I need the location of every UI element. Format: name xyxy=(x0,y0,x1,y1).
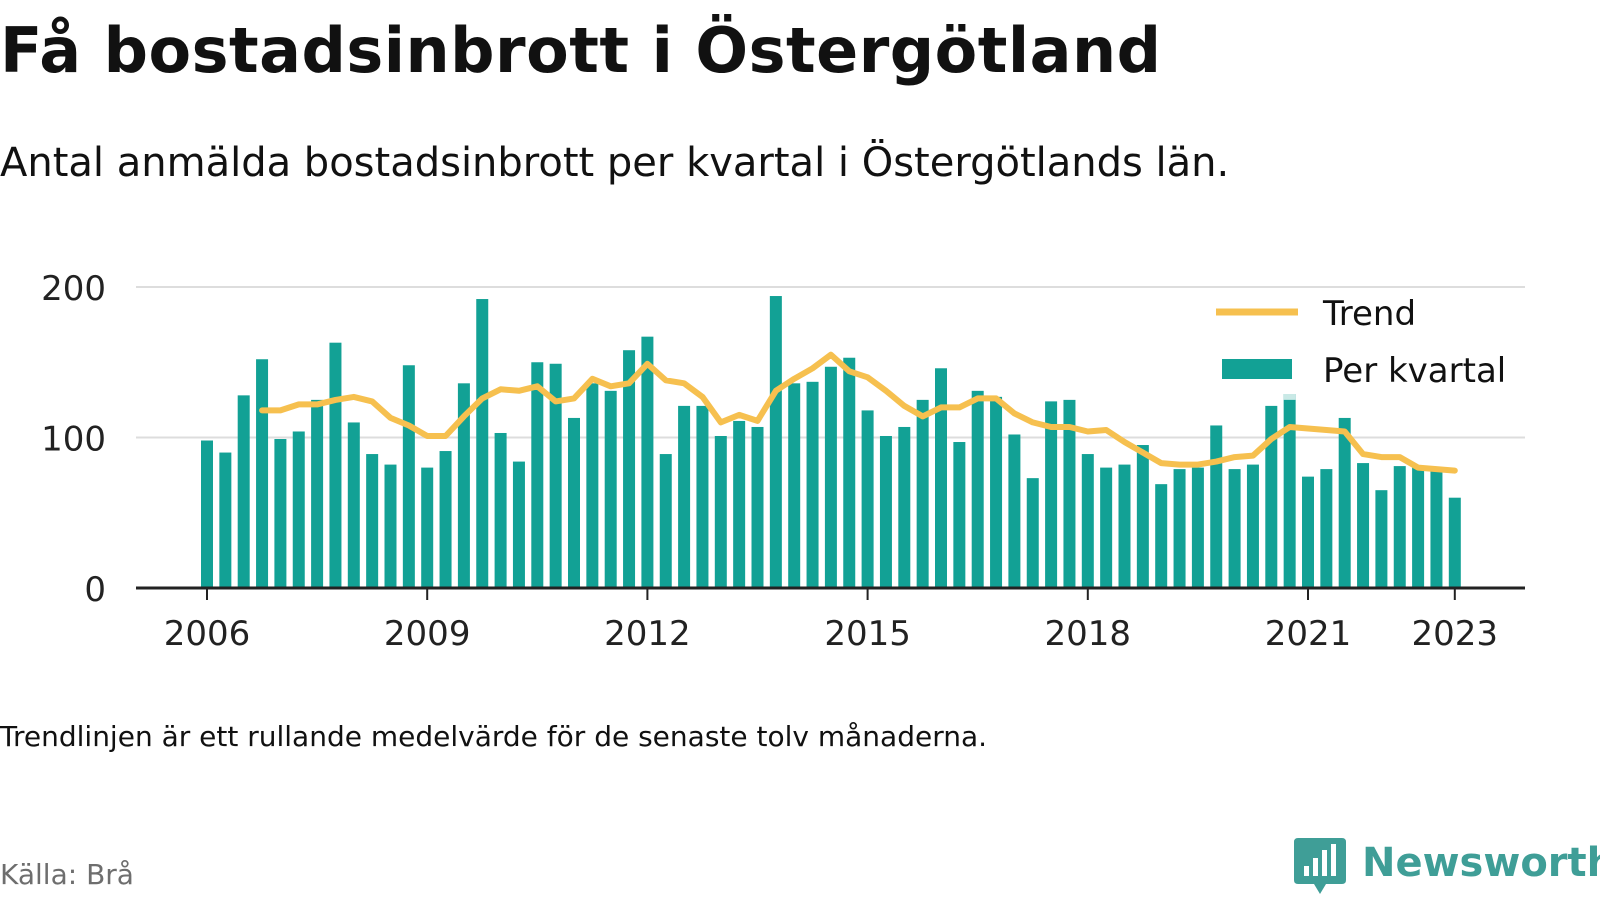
bar xyxy=(256,359,269,588)
x-tick-label: 2012 xyxy=(604,614,691,654)
bar xyxy=(898,426,911,588)
bar-series-per-kvartal xyxy=(201,296,1461,588)
bar xyxy=(769,296,782,588)
bar xyxy=(714,435,727,588)
bar xyxy=(1412,466,1425,588)
y-tick-label: 200 xyxy=(41,269,106,309)
bar xyxy=(586,383,599,588)
bar xyxy=(568,417,580,588)
bar xyxy=(549,363,562,588)
bar xyxy=(1191,467,1204,588)
bar xyxy=(1210,425,1223,588)
legend: Trend Per kvartal xyxy=(1196,290,1530,394)
x-tick-label: 2018 xyxy=(1045,614,1132,654)
bar xyxy=(1283,372,1296,588)
bar xyxy=(971,390,984,588)
bar xyxy=(843,357,856,588)
bar xyxy=(1448,497,1461,588)
bar xyxy=(1026,478,1039,588)
bar xyxy=(201,440,213,588)
bar xyxy=(1357,463,1370,588)
bar xyxy=(457,383,470,588)
bar xyxy=(1008,434,1021,588)
trend-line xyxy=(259,351,1458,474)
x-tick-label: 2015 xyxy=(824,614,911,654)
bar xyxy=(1155,484,1168,588)
y-tick-label: 100 xyxy=(41,420,106,460)
footnote: Trendlinjen är ett rullande medelvärde f… xyxy=(0,720,988,753)
bar xyxy=(1045,401,1058,588)
bar xyxy=(861,410,874,588)
bar xyxy=(512,461,525,588)
bar xyxy=(678,405,691,588)
x-tick-label: 2009 xyxy=(384,614,471,654)
bar xyxy=(366,454,379,588)
bar xyxy=(476,299,489,588)
x-tick-label: 2023 xyxy=(1412,614,1499,654)
bar xyxy=(1430,469,1443,588)
bar xyxy=(1338,417,1351,588)
brand-name: Newsworthy xyxy=(1362,840,1600,886)
bar xyxy=(788,383,801,588)
chart-subtitle: Antal anmälda bostadsinbrott per kvartal… xyxy=(0,140,1230,186)
newsworthy-logo-icon xyxy=(1294,838,1346,894)
bar xyxy=(347,422,360,588)
bar xyxy=(531,362,544,588)
bar xyxy=(1136,445,1149,588)
x-tick-label: 2021 xyxy=(1265,614,1352,654)
bar xyxy=(274,439,287,588)
bar xyxy=(990,396,1003,588)
axes: 2006 2009 2012 2015 2018 2021 2023 xyxy=(136,586,1525,654)
bar xyxy=(751,426,764,588)
bar xyxy=(1246,464,1259,588)
chart-title: Få bostadsinbrott i Östergötland xyxy=(0,14,1162,87)
bar xyxy=(1081,454,1094,588)
source-label: Källa: Brå xyxy=(0,858,134,891)
bar xyxy=(329,342,342,588)
bar xyxy=(916,399,929,588)
bar xyxy=(1265,405,1278,588)
bar xyxy=(806,381,819,588)
bar xyxy=(1302,476,1314,588)
bar xyxy=(421,467,434,588)
line-series-trend xyxy=(259,351,1458,474)
legend-trend-label: Trend xyxy=(1322,294,1416,334)
bar xyxy=(953,442,966,588)
bar xyxy=(1375,490,1388,588)
legend-bar-label: Per kvartal xyxy=(1323,351,1506,391)
bar xyxy=(696,405,709,588)
bar xyxy=(494,432,507,588)
y-tick-label: 0 xyxy=(84,570,106,610)
bar-chart: 0 100 200 2006 2009 2012 2015 2018 2021 2023 Tre… xyxy=(41,269,1530,654)
bar xyxy=(1228,469,1241,588)
bar xyxy=(1320,469,1333,588)
bar xyxy=(384,464,397,588)
bar xyxy=(659,454,672,588)
bar xyxy=(311,399,324,588)
bar xyxy=(824,366,837,588)
bar xyxy=(1118,464,1131,588)
bar xyxy=(1393,466,1406,588)
bar xyxy=(292,431,305,588)
x-tick-label: 2006 xyxy=(164,614,251,654)
legend-bar-swatch xyxy=(1222,359,1292,379)
bar xyxy=(623,350,636,588)
bar xyxy=(1173,469,1186,588)
bar xyxy=(1063,399,1076,588)
bar xyxy=(733,420,746,588)
bar xyxy=(439,451,452,588)
bar xyxy=(1100,467,1113,588)
bar xyxy=(219,452,232,588)
bar xyxy=(935,368,947,588)
bar xyxy=(641,336,654,588)
bar xyxy=(402,365,415,588)
bar xyxy=(604,390,617,588)
bar xyxy=(237,395,250,588)
bar xyxy=(879,435,892,588)
